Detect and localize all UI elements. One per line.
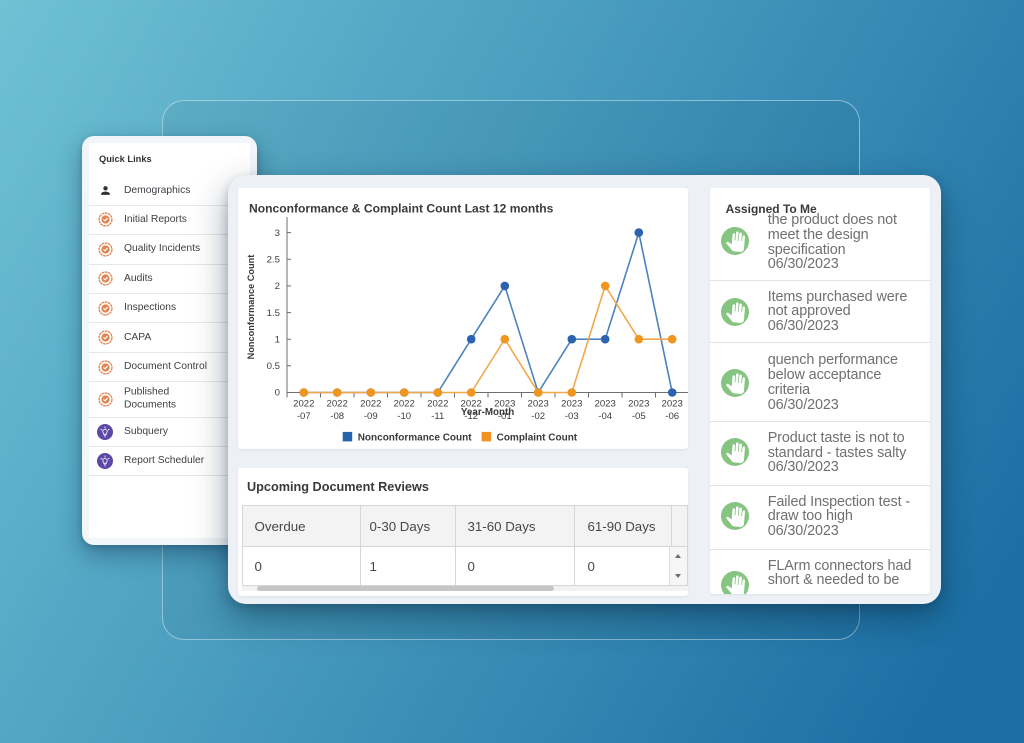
- svg-text:Nonconformance Count: Nonconformance Count: [358, 432, 473, 443]
- svg-text:1.5: 1.5: [267, 308, 280, 319]
- svg-text:2022-11: 2022 -11: [427, 399, 448, 423]
- svg-text:2023-04: 2023 -04: [595, 399, 616, 423]
- svg-text:2023-02: 2023 -02: [528, 399, 549, 423]
- svg-text:Complaint Count: Complaint Count: [497, 432, 578, 443]
- svg-text:3: 3: [275, 228, 280, 239]
- svg-text:2023-06: 2023 -06: [662, 399, 683, 423]
- svg-text:Year-Month: Year-Month: [461, 407, 514, 418]
- svg-text:2022-12: 2022 -12: [461, 399, 482, 423]
- svg-text:0.5: 0.5: [267, 361, 280, 372]
- svg-text:2023-03: 2023 -03: [561, 399, 582, 423]
- svg-text:2022-09: 2022 -09: [360, 399, 381, 423]
- svg-text:2022-07: 2022 -07: [293, 399, 314, 423]
- svg-text:1: 1: [275, 334, 280, 345]
- svg-text:Nonconformance Count: Nonconformance Count: [246, 255, 256, 360]
- svg-text:2022-10: 2022 -10: [394, 399, 415, 423]
- svg-text:2: 2: [275, 281, 280, 292]
- svg-text:2.5: 2.5: [267, 255, 280, 266]
- svg-text:Nonconformance & Complaint Cou: Nonconformance & Complaint Count Last 12…: [249, 202, 554, 216]
- svg-text:0: 0: [275, 388, 280, 399]
- svg-text:2022-08: 2022 -08: [327, 399, 348, 423]
- svg-text:2023-01: 2023 -01: [494, 399, 515, 423]
- svg-text:2023-05: 2023 -05: [628, 399, 649, 423]
